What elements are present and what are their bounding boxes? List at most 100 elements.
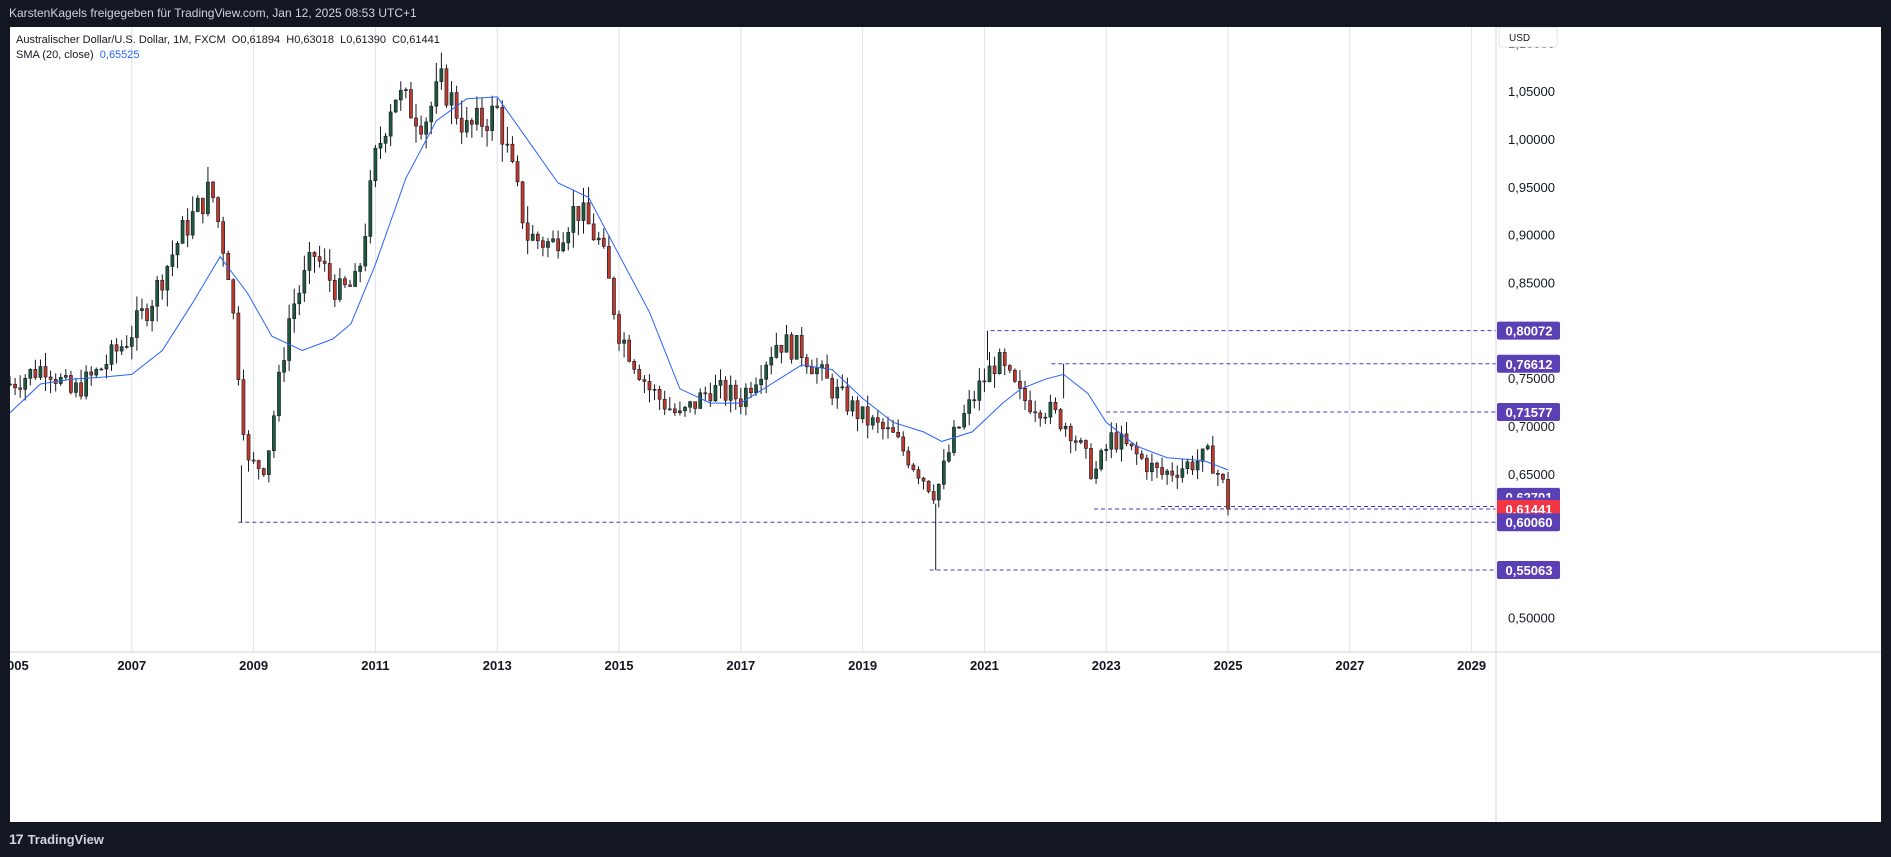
candle-up [272,415,276,452]
candle-up [652,389,657,391]
candle-up [338,278,342,300]
candle-down [1033,411,1038,414]
candle-up [307,252,312,271]
candle-down [226,253,231,281]
candle-up [490,105,494,131]
candle-up [744,387,748,407]
candle-up [1043,416,1048,419]
price-tick-label: 0,65000 [1508,467,1555,482]
candle-down [576,206,581,221]
time-tick-label: 2017 [726,658,755,673]
candle-down [419,125,423,135]
candle-up [287,318,291,361]
candle-down [211,181,215,198]
candle-down [1139,453,1144,459]
candle-up [941,460,946,485]
candle-down [779,344,784,353]
candle-down [972,399,977,402]
candle-down [556,238,560,252]
price-tick-label: 0,50000 [1508,611,1555,626]
candle-down [891,427,895,433]
candle-down [845,386,850,412]
candle-up [104,364,109,370]
price-tick-label: 0,90000 [1508,228,1555,243]
price-tick-label: 0,85000 [1508,276,1555,291]
candlestick-chart[interactable]: 0,500000,550000,600000,650000,700000,750… [7,26,1881,822]
time-tick-label: 2019 [848,658,877,673]
candle-up [119,346,124,352]
horizontal-levels[interactable] [238,330,1496,571]
time-axis[interactable]: 005 2007 2009 2011 2013 2015 2017 2019 2021 2023 2… [7,658,1486,673]
candle-up [1200,448,1205,462]
candle-up [398,89,403,101]
candle-down [601,237,606,247]
candle-down [906,450,911,466]
candle-up [713,385,718,402]
level-price-text: 0,76612 [1506,357,1553,372]
candle-up [297,292,302,305]
candle-up [784,334,789,353]
candle-down [647,381,652,391]
candle-down [1053,401,1058,410]
candle-up [596,237,601,241]
candle-down [236,312,241,380]
candle-down [251,459,256,462]
legend-open: 0,61894 [240,34,281,46]
candle-down [1089,448,1093,479]
candle-up [388,111,393,137]
candle-up [860,406,865,420]
candle-up [358,265,363,272]
candle-down [1028,400,1032,413]
footer-bar: 17 TradingView [0,822,1891,857]
candle-up [1165,470,1169,475]
candle-down [216,197,220,222]
candle-up [1063,426,1068,430]
legend-high-label: H [286,34,295,46]
candle-down [1007,365,1012,371]
candle-down [881,421,885,430]
legend-ohlc-row: Australischer Dollar/U.S. Dollar, 1M, FX… [16,33,440,48]
candle-down [865,406,870,426]
chart-frame[interactable]: 0,500000,550000,600000,650000,700000,750… [7,26,1881,822]
candle-up [530,233,535,241]
candle-up [180,220,185,244]
candle-down [1013,369,1017,382]
candle-down [733,384,738,400]
candle-up [886,427,890,430]
candle-down [1073,440,1078,443]
legend-sma-label: SMA (20, close) [16,49,94,61]
candle-down [662,398,667,410]
candle-up [28,369,33,379]
level-price-text: 0,71577 [1506,405,1553,420]
candle-down [520,181,525,224]
level-price-text: 0,60060 [1506,515,1553,530]
tradingview-logo-icon: 17 [9,831,24,847]
candle-down [723,380,728,401]
legend-symbol: Australischer Dollar/U.S. Dollar, 1M, FX… [16,34,226,46]
time-tick-label: 2025 [1214,658,1243,673]
candle-up [170,254,175,267]
candle-up [566,232,571,244]
candle-up [1109,432,1114,450]
candle-down [18,387,22,390]
candle-down [632,360,637,370]
candle-up [449,92,454,106]
candle-down [1190,461,1195,471]
candle-up [1150,462,1154,473]
legend-sma-row: SMA (20, close) 0,65525 [16,48,440,63]
legend-low-label: L [340,34,347,46]
candle-up [997,352,1002,375]
candle-down [591,223,596,241]
tradingview-logo[interactable]: 17 TradingView [9,822,104,857]
candle-up [475,107,479,125]
level-labels: 0,800720,766120,715770,627010,616990,614… [1497,321,1560,580]
time-tick-label: 2021 [970,658,999,673]
candle-up [129,337,134,347]
candle-down [992,365,997,375]
share-header: KarstenKagels freigegeben für TradingVie… [0,0,1891,27]
currency-box[interactable] [1498,26,1558,48]
candle-up [678,410,682,414]
candle-down [201,197,205,215]
candle-up [622,339,626,344]
candle-up [393,99,398,113]
